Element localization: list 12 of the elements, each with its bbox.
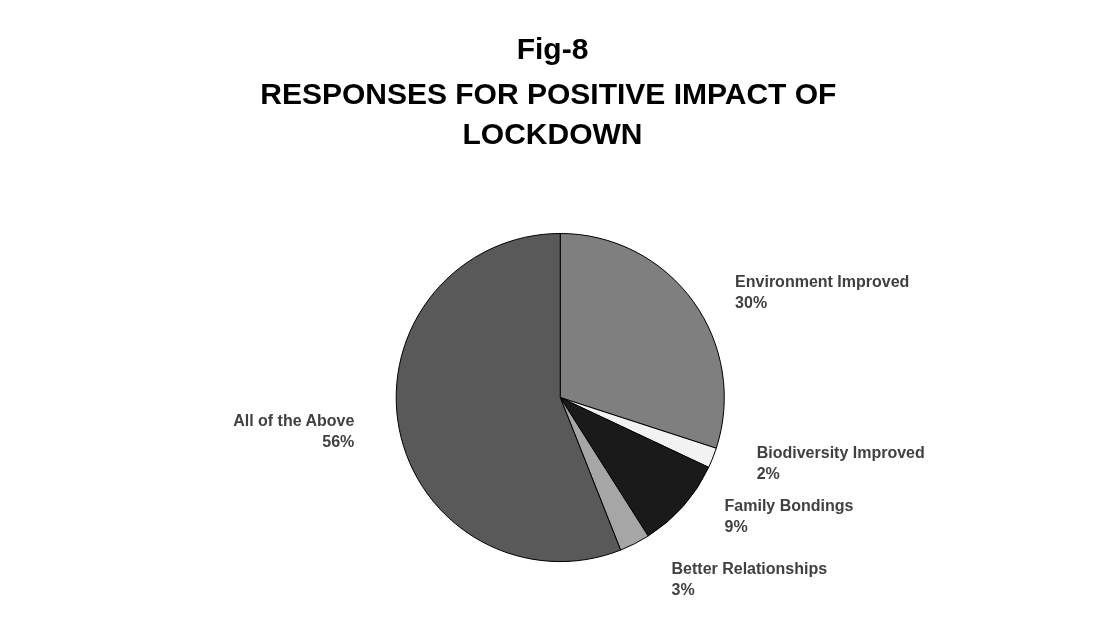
slice-label: Better Relationships [671, 560, 828, 578]
data-label: 30% [735, 294, 768, 312]
data-label: 3% [671, 581, 695, 599]
data-label: 56% [322, 433, 355, 451]
slice-label: Environment Improved [735, 273, 910, 291]
data-label: 9% [724, 517, 748, 535]
slice-label: Biodiversity Improved [756, 444, 925, 462]
chart-subtitle: RESPONSES FOR POSITIVE IMPACT OF LOCKDOWN [260, 76, 845, 150]
chart-title: Fig-8 [516, 31, 589, 65]
slice-label: All of the Above [233, 412, 355, 430]
data-label: 2% [756, 465, 780, 483]
slice-label: Family Bondings [724, 496, 854, 514]
